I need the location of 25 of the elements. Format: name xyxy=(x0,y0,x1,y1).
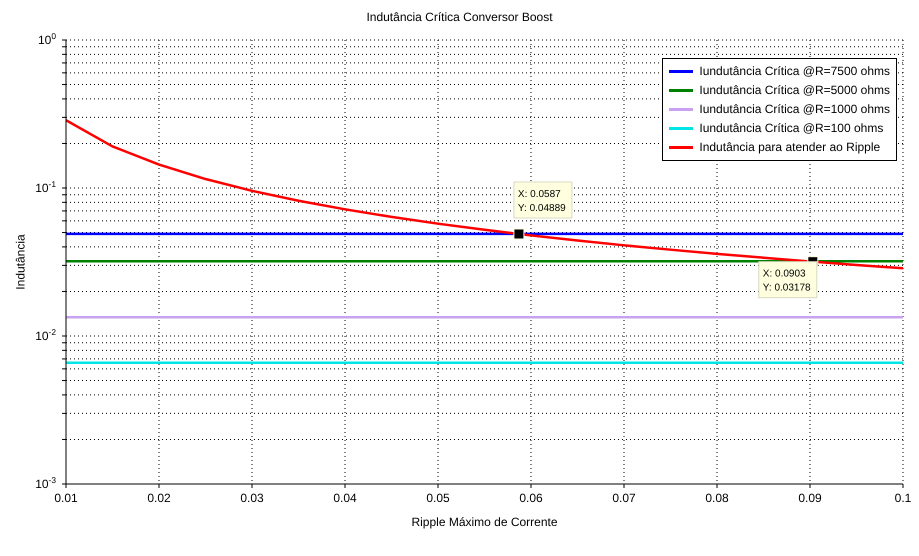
annotation: X: 0.0587 Y: 0.04889 xyxy=(518,188,566,214)
x-tick-label: 0.01 xyxy=(54,491,78,505)
x-tick-label: 0.07 xyxy=(612,491,636,505)
y-axis-title: Indutância xyxy=(13,234,28,290)
x-tick-label: 0.06 xyxy=(519,491,543,505)
legend-label: Iundutância Crítica @R=1000 ohms xyxy=(699,101,890,118)
legend-label: Indutância para atender ao Ripple xyxy=(699,139,880,156)
line-series xyxy=(66,118,903,270)
y-tick-label: 10$^{-1}$ xyxy=(35,179,56,195)
y-tick-label: 10$^{-2}$ xyxy=(35,327,56,343)
x-tick-label: 0.09 xyxy=(798,491,822,505)
x-tick-label: 0.1 xyxy=(894,491,912,505)
x-tick-label: 0.02 xyxy=(147,491,171,505)
chart-title: Indutância Crítica Conversor Boost xyxy=(365,10,554,24)
x-tick-label: 0.05 xyxy=(426,491,450,505)
legend-label: Iundutância Crítica @R=100 ohms xyxy=(699,120,884,137)
x-tick-label: 0.08 xyxy=(705,491,729,505)
annotation: X: 0.0903 Y: 0.03178 xyxy=(762,268,812,294)
legend-label: Iundutância Crítica @R=5000 ohms xyxy=(699,82,890,99)
x-axis-title: Ripple Máximo de Corrente xyxy=(411,515,558,529)
x-tick-label: 0.03 xyxy=(240,491,264,505)
y-tick-label: 10$^{-3}$ xyxy=(35,475,56,491)
x-tick-label: 0.04 xyxy=(333,491,357,505)
legend-label: Iundutância Crítica @R=7500 ohms xyxy=(699,63,890,80)
y-tick-label: 10$^{0}$ xyxy=(38,31,56,47)
